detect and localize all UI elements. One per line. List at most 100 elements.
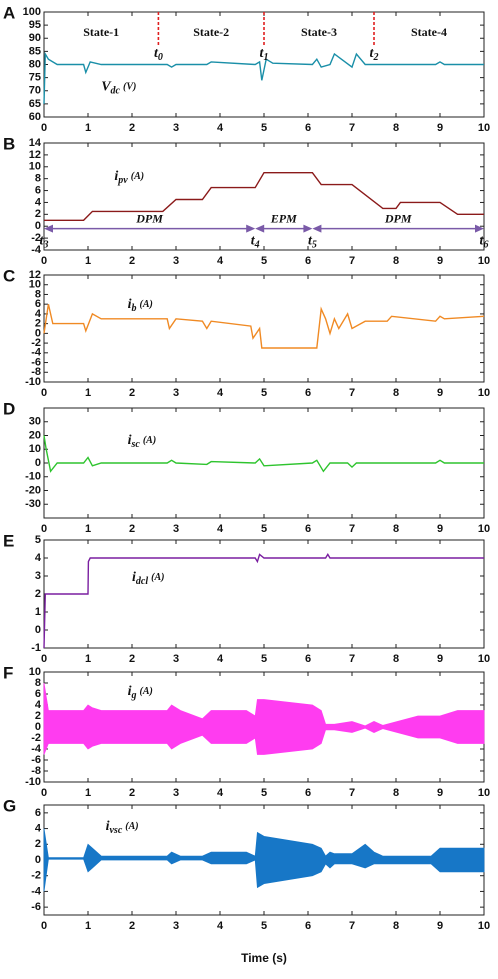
y-tick-label: 14 [29, 137, 42, 149]
series-label-unit: (A) [143, 435, 156, 446]
series-label-main: i [114, 169, 118, 184]
y-tick-label: 75 [29, 72, 41, 84]
plot-frame [43, 274, 485, 383]
event-label: t2 [370, 46, 379, 63]
y-tick-label: 0 [35, 624, 41, 636]
x-tick-label: 6 [305, 523, 311, 535]
y-tick-label: -20 [25, 484, 41, 496]
x-tick-label: 6 [305, 255, 311, 267]
time-marker: t5 [308, 234, 317, 251]
x-tick-label: 5 [261, 255, 267, 267]
x-tick-label: 10 [478, 523, 490, 535]
y-tick-label: -4 [31, 347, 42, 359]
x-tick-label: 9 [437, 523, 443, 535]
series-label: ivsc (A) [106, 819, 139, 836]
x-tick-label: 5 [261, 787, 267, 799]
x-tick-label: 7 [349, 920, 355, 932]
x-tick-label: 7 [349, 653, 355, 665]
panel-letter: B [3, 134, 15, 153]
y-tick-label: 4 [35, 822, 42, 834]
time-marker-main: t [308, 234, 313, 249]
y-tick-label: 0 [35, 721, 41, 733]
y-tick-label: 6 [35, 298, 41, 310]
y-tick-label: 10 [29, 279, 41, 291]
x-tick-label: 3 [173, 920, 179, 932]
time-marker: t6 [480, 234, 489, 251]
x-tick-label: 5 [261, 653, 267, 665]
arrow-head [255, 224, 265, 233]
x-tick-label: 7 [349, 122, 355, 134]
y-tick-label: 2 [35, 318, 41, 330]
y-tick-label: 20 [29, 429, 41, 441]
series-label-unit: (A) [139, 299, 152, 310]
signal-line [43, 435, 484, 473]
y-tick-label: 0 [35, 854, 41, 866]
x-tick-label: 6 [305, 387, 311, 399]
y-tick-label: 80 [29, 58, 41, 70]
y-tick-label: 8 [35, 677, 41, 689]
x-tick-label: 0 [41, 653, 47, 665]
panel-letter: G [3, 796, 16, 815]
x-tick-label: 8 [393, 387, 399, 399]
x-tick-label: 0 [41, 920, 47, 932]
series-label-sub: pv [117, 176, 128, 187]
y-tick-label: -2 [31, 232, 41, 244]
oscillation-envelope [43, 828, 485, 892]
x-tick-label: 1 [85, 523, 91, 535]
mode-label: EPM [270, 211, 297, 225]
series-label-main: i [128, 297, 132, 312]
x-tick-label: 7 [349, 387, 355, 399]
arrow-head [303, 224, 313, 233]
time-marker-sub: 5 [312, 240, 317, 251]
x-tick-label: 2 [129, 387, 135, 399]
time-marker-main: t [40, 234, 45, 249]
x-tick-label: 6 [305, 920, 311, 932]
y-tick-label: 1 [35, 606, 41, 618]
y-tick-label: 12 [29, 269, 41, 281]
panel-letter: D [3, 399, 15, 418]
x-tick-label: 3 [173, 787, 179, 799]
series-label-unit: (A) [151, 572, 164, 583]
x-tick-label: 3 [173, 387, 179, 399]
time-marker-sub: 3 [42, 240, 48, 251]
y-tick-label: 4 [35, 196, 42, 208]
arrow-head [44, 224, 53, 233]
panel-letter: C [3, 266, 15, 285]
x-tick-label: 1 [85, 387, 91, 399]
x-tick-label: 0 [41, 122, 47, 134]
x-tick-label: 10 [478, 653, 490, 665]
signal-line [44, 172, 484, 221]
series-label: Vdc (V) [101, 80, 136, 97]
x-tick-label: 9 [437, 387, 443, 399]
y-tick-label: 85 [29, 45, 41, 57]
x-tick-label: 6 [305, 787, 311, 799]
x-tick-label: 8 [393, 523, 399, 535]
y-tick-label: 90 [29, 32, 41, 44]
state-label: State-4 [411, 25, 447, 39]
time-marker-main: t [480, 234, 485, 249]
y-tick-label: -2 [31, 732, 41, 744]
y-tick-label: -1 [31, 642, 41, 654]
x-tick-label: 4 [217, 920, 224, 932]
x-tick-label: 10 [478, 787, 490, 799]
y-tick-label: 0 [35, 327, 41, 339]
time-marker-sub: 4 [254, 240, 260, 251]
x-tick-label: 5 [261, 122, 267, 134]
x-tick-label: 1 [85, 920, 91, 932]
panel-letter: E [3, 531, 14, 550]
y-tick-label: -10 [25, 471, 41, 483]
series-label-unit: (A) [125, 821, 138, 832]
x-tick-label: 0 [41, 255, 47, 267]
series-label: idcl (A) [132, 570, 164, 587]
x-tick-label: 7 [349, 523, 355, 535]
x-tick-label: 4 [217, 787, 224, 799]
y-tick-label: -4 [31, 885, 42, 897]
event-label-sub: 2 [372, 52, 378, 63]
y-tick-label: -6 [31, 754, 41, 766]
x-tick-label: 2 [129, 653, 135, 665]
series-label-main: i [106, 819, 110, 834]
x-tick-label: 3 [173, 255, 179, 267]
x-tick-label: 2 [129, 523, 135, 535]
series-label-sub: dc [111, 86, 121, 97]
series-label-main: V [101, 80, 112, 95]
